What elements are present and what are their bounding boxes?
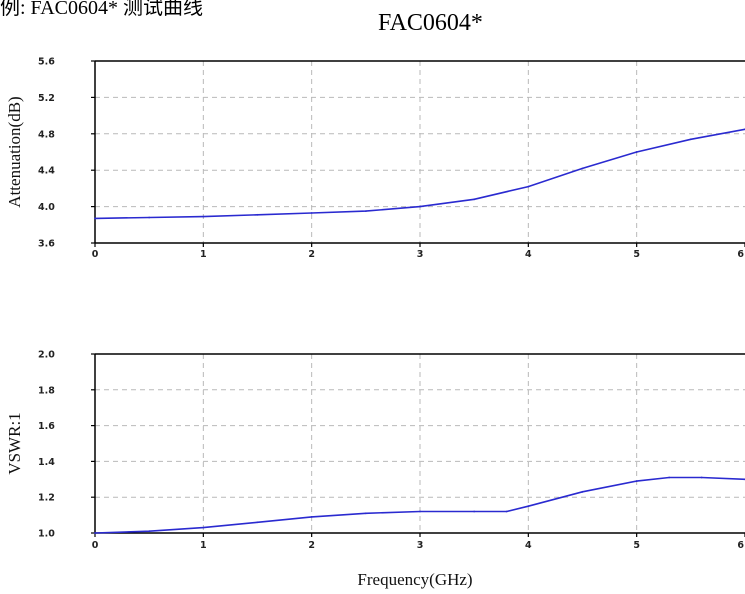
data-point <box>148 216 151 219</box>
data-point <box>527 185 530 188</box>
data-point <box>689 138 692 141</box>
data-point <box>635 151 638 153</box>
data-point <box>310 212 313 214</box>
x-tick-label: 4 <box>525 249 532 260</box>
x-tick-label: 5 <box>633 540 640 551</box>
x-tick-label: 0 <box>92 540 99 551</box>
x-tick-label: 4 <box>525 540 532 551</box>
data-point <box>364 512 367 515</box>
cut-off-header-text: 例: FAC0604* 测试曲线 <box>0 0 203 19</box>
y-tick-label: 2.0 <box>38 350 55 361</box>
data-point <box>364 210 367 213</box>
x-tick-label: 2 <box>308 540 315 551</box>
y-tick-label: 1.2 <box>38 493 55 504</box>
data-point <box>668 476 671 479</box>
data-point <box>635 480 638 482</box>
x-axis-label: Frequency(GHz) <box>357 570 472 589</box>
y-axis-label: VSWR:1 <box>5 412 24 474</box>
y-tick-label: 1.6 <box>38 421 55 432</box>
x-tick-label: 3 <box>417 540 424 551</box>
x-tick-label: 1 <box>200 249 207 260</box>
y-tick-label: 1.8 <box>38 385 55 396</box>
y-tick-label: 5.6 <box>38 57 55 68</box>
x-tick-label: 0 <box>92 249 99 260</box>
data-point <box>202 526 205 529</box>
attenuation-chart: 3.6 4.0 4.4 4.8 5.2 5.6 0 1 2 3 4 5 6 Attenuation(dB) <box>5 57 745 260</box>
vswr-chart: 1.0 1.2 1.4 1.6 1.8 2.0 0 1 2 3 4 5 6 VSWR:1 Frequency… <box>5 350 745 589</box>
x-tick-label: 6 <box>737 540 744 551</box>
data-point <box>94 532 96 534</box>
data-point <box>581 490 584 493</box>
data-point <box>419 205 421 208</box>
x-tick-label: 6 <box>737 249 744 260</box>
x-tick-label: 3 <box>417 249 424 260</box>
data-point <box>94 217 96 220</box>
series-line <box>94 476 745 534</box>
data-point <box>202 215 205 218</box>
data-point <box>700 476 703 479</box>
data-point <box>527 505 530 508</box>
y-tick-label: 5.2 <box>38 93 55 104</box>
data-point <box>256 213 259 216</box>
x-tick-label: 1 <box>200 540 207 551</box>
y-tick-label: 3.6 <box>38 239 55 250</box>
data-point <box>310 515 313 518</box>
x-tick-label: 2 <box>308 249 315 260</box>
y-tick-label: 4.8 <box>38 129 55 140</box>
chart-title: FAC0604* <box>378 10 483 36</box>
data-point <box>419 510 421 513</box>
y-tick-label: 4.0 <box>38 202 55 213</box>
y-axis-label: Attenuation(dB) <box>5 96 24 207</box>
data-point <box>473 198 476 201</box>
y-tick-label: 1.0 <box>38 529 55 540</box>
x-tick-label: 5 <box>633 249 640 260</box>
data-point <box>256 521 259 524</box>
data-point <box>148 530 151 533</box>
data-point <box>505 510 508 513</box>
data-point <box>581 167 584 170</box>
y-tick-label: 1.4 <box>38 457 55 468</box>
data-point <box>473 510 476 513</box>
y-tick-label: 4.4 <box>38 166 55 177</box>
